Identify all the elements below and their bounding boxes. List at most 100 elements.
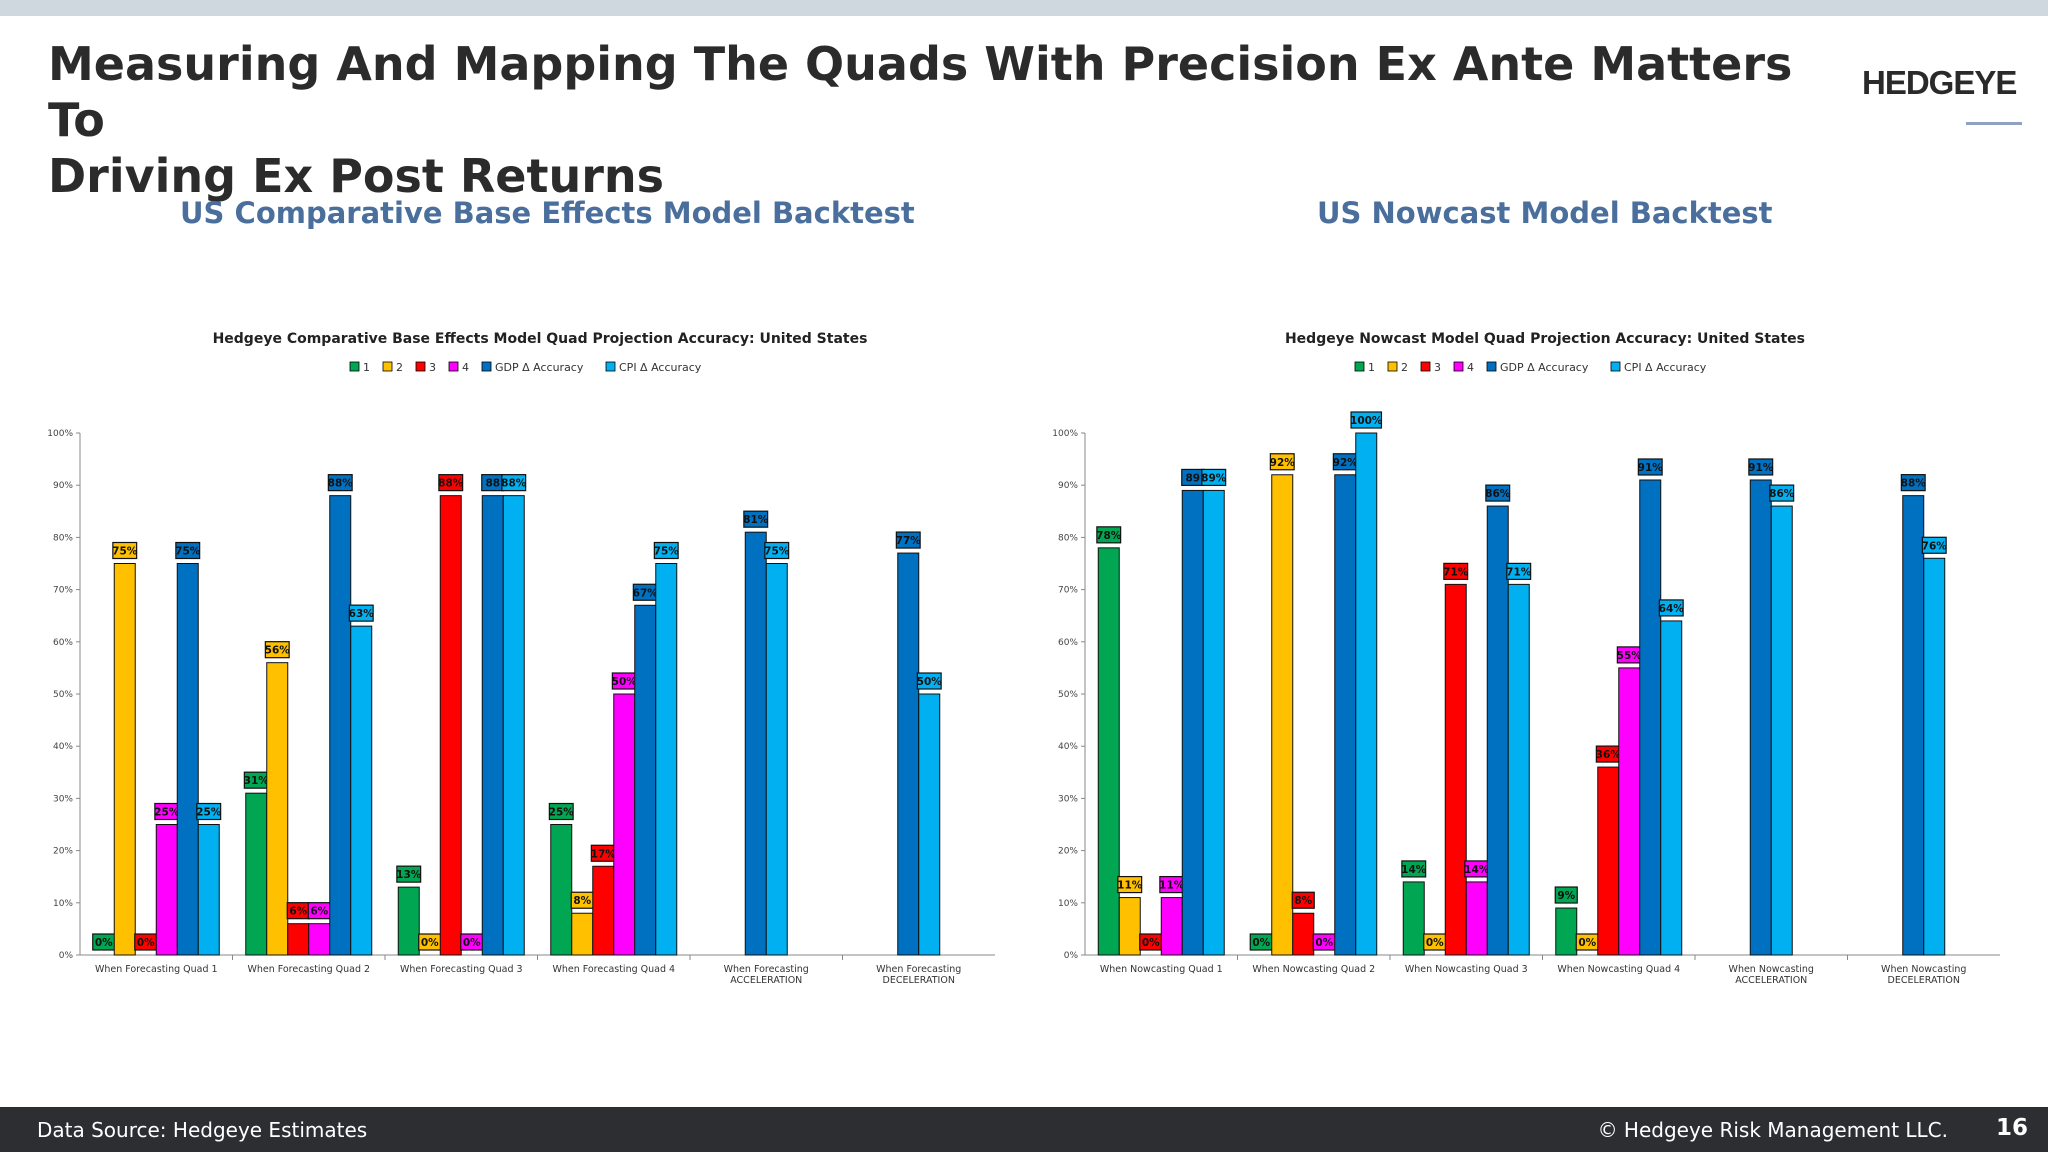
bar-3 xyxy=(287,923,310,956)
y-tick-label: 100% xyxy=(1052,429,1078,439)
bar-3 xyxy=(1444,583,1467,956)
data-label: 55% xyxy=(1617,650,1643,662)
data-label-box xyxy=(1554,886,1578,904)
bar-2 xyxy=(571,912,594,956)
bar-gdp xyxy=(744,531,767,956)
legend-label: CPI Δ Accuracy xyxy=(1624,361,1707,374)
x-tick-label: ACCELERATION xyxy=(1735,975,1807,986)
data-label: 75% xyxy=(654,546,680,558)
y-tick-label: 90% xyxy=(1058,481,1078,491)
bar-3 xyxy=(439,495,462,956)
data-label: 76% xyxy=(1922,540,1948,552)
legend-swatch xyxy=(1610,361,1621,372)
legend-swatch xyxy=(1387,361,1398,372)
bar-gdp xyxy=(1902,495,1925,956)
copyright: © Hedgeye Risk Management LLC. xyxy=(1597,1118,1948,1142)
data-label: 100% xyxy=(1350,415,1383,427)
data-label: 77% xyxy=(896,535,922,547)
data-label-box xyxy=(196,802,222,821)
data-label: 88 xyxy=(485,478,500,490)
data-label: 91% xyxy=(1748,462,1774,474)
data-label: 75% xyxy=(112,546,138,558)
data-label-box xyxy=(916,672,942,690)
y-tick-label: 0% xyxy=(59,951,74,961)
data-label: 11% xyxy=(1117,880,1143,892)
data-label-box xyxy=(764,541,790,560)
data-label: 8% xyxy=(1294,895,1312,907)
data-label: 0% xyxy=(421,937,439,949)
legend-swatch xyxy=(349,361,360,372)
bar-gdp xyxy=(329,495,352,956)
data-label: 36% xyxy=(1596,749,1622,761)
slide-title-line2: Driving Ex Post Returns xyxy=(48,149,665,203)
data-label: 17% xyxy=(591,848,617,860)
data-label: 11% xyxy=(1159,880,1185,892)
legend-label: 2 xyxy=(396,361,403,374)
bar-gdp xyxy=(1639,479,1662,956)
y-tick-label: 60% xyxy=(1058,638,1078,648)
data-label: 86% xyxy=(1485,488,1511,500)
data-label-box xyxy=(438,474,464,492)
y-tick-label: 20% xyxy=(1058,847,1078,857)
legend-swatch xyxy=(1420,361,1431,372)
bar-gdp xyxy=(1749,479,1772,956)
bar-1 xyxy=(1402,881,1425,956)
data-label-box xyxy=(1658,599,1684,617)
data-label: 0% xyxy=(1315,937,1333,949)
data-label: 67% xyxy=(633,587,659,599)
data-label-box xyxy=(348,604,374,622)
x-tick-label: When Nowcasting Quad 1 xyxy=(1100,964,1223,975)
data-label-box xyxy=(264,641,290,659)
bar-3 xyxy=(1292,912,1315,956)
bar-3 xyxy=(592,865,615,956)
data-label-box xyxy=(1485,484,1511,502)
bar-2 xyxy=(1118,897,1141,956)
data-label: 6% xyxy=(310,906,328,918)
bar-1 xyxy=(397,886,420,956)
legend-label: 3 xyxy=(429,361,436,374)
legend-swatch xyxy=(415,361,426,372)
x-tick-label: When Nowcasting Quad 4 xyxy=(1557,964,1680,975)
data-label: 0% xyxy=(1252,937,1270,949)
logo-underline xyxy=(1966,122,2022,125)
y-tick-label: 80% xyxy=(53,533,73,543)
data-label: 92% xyxy=(1333,457,1359,469)
data-label: 9% xyxy=(1557,890,1575,902)
data-label-box xyxy=(175,541,201,560)
data-label: 88% xyxy=(1901,478,1927,490)
data-label: 0% xyxy=(137,937,155,949)
data-label-box xyxy=(1769,484,1795,502)
data-label: 78% xyxy=(1096,530,1122,542)
legend-label: GDP Δ Accuracy xyxy=(495,361,584,374)
chart-legend: 1 2 3 4 GDP Δ Accuracy CPI Δ Accuracy xyxy=(1354,361,1707,374)
x-tick-label: When Nowcasting xyxy=(1729,964,1814,975)
data-label-box xyxy=(1748,458,1774,476)
y-tick-label: 60% xyxy=(53,638,73,648)
legend-label: 4 xyxy=(462,361,469,374)
bar-cpi xyxy=(655,563,678,956)
data-label: 0% xyxy=(95,937,113,949)
bar-gdp xyxy=(1486,505,1509,956)
bar-3 xyxy=(1597,766,1620,956)
data-label: 81% xyxy=(743,514,769,526)
y-tick-label: 80% xyxy=(1058,533,1078,543)
data-label-box xyxy=(501,474,527,492)
data-label: 89% xyxy=(1201,472,1227,484)
y-tick-label: 90% xyxy=(53,481,73,491)
data-label-box xyxy=(1201,468,1227,487)
y-tick-label: 50% xyxy=(53,690,73,700)
y-tick-label: 30% xyxy=(53,794,73,804)
bar-cpi xyxy=(1355,432,1378,956)
legend-swatch xyxy=(1486,361,1497,372)
data-label-box xyxy=(1269,453,1295,471)
bar-gdp xyxy=(897,552,920,956)
nowcast-chart: Hedgeye Nowcast Model Quad Projection Ac… xyxy=(1052,331,2000,986)
data-label: 75% xyxy=(175,546,201,558)
legend-label: 2 xyxy=(1401,361,1408,374)
bar-2 xyxy=(266,662,289,956)
data-label-box xyxy=(396,865,422,883)
legend-label: GDP Δ Accuracy xyxy=(1500,361,1589,374)
y-tick-label: 50% xyxy=(1058,690,1078,700)
data-label: 25% xyxy=(549,807,575,819)
data-label: 88% xyxy=(501,478,527,490)
